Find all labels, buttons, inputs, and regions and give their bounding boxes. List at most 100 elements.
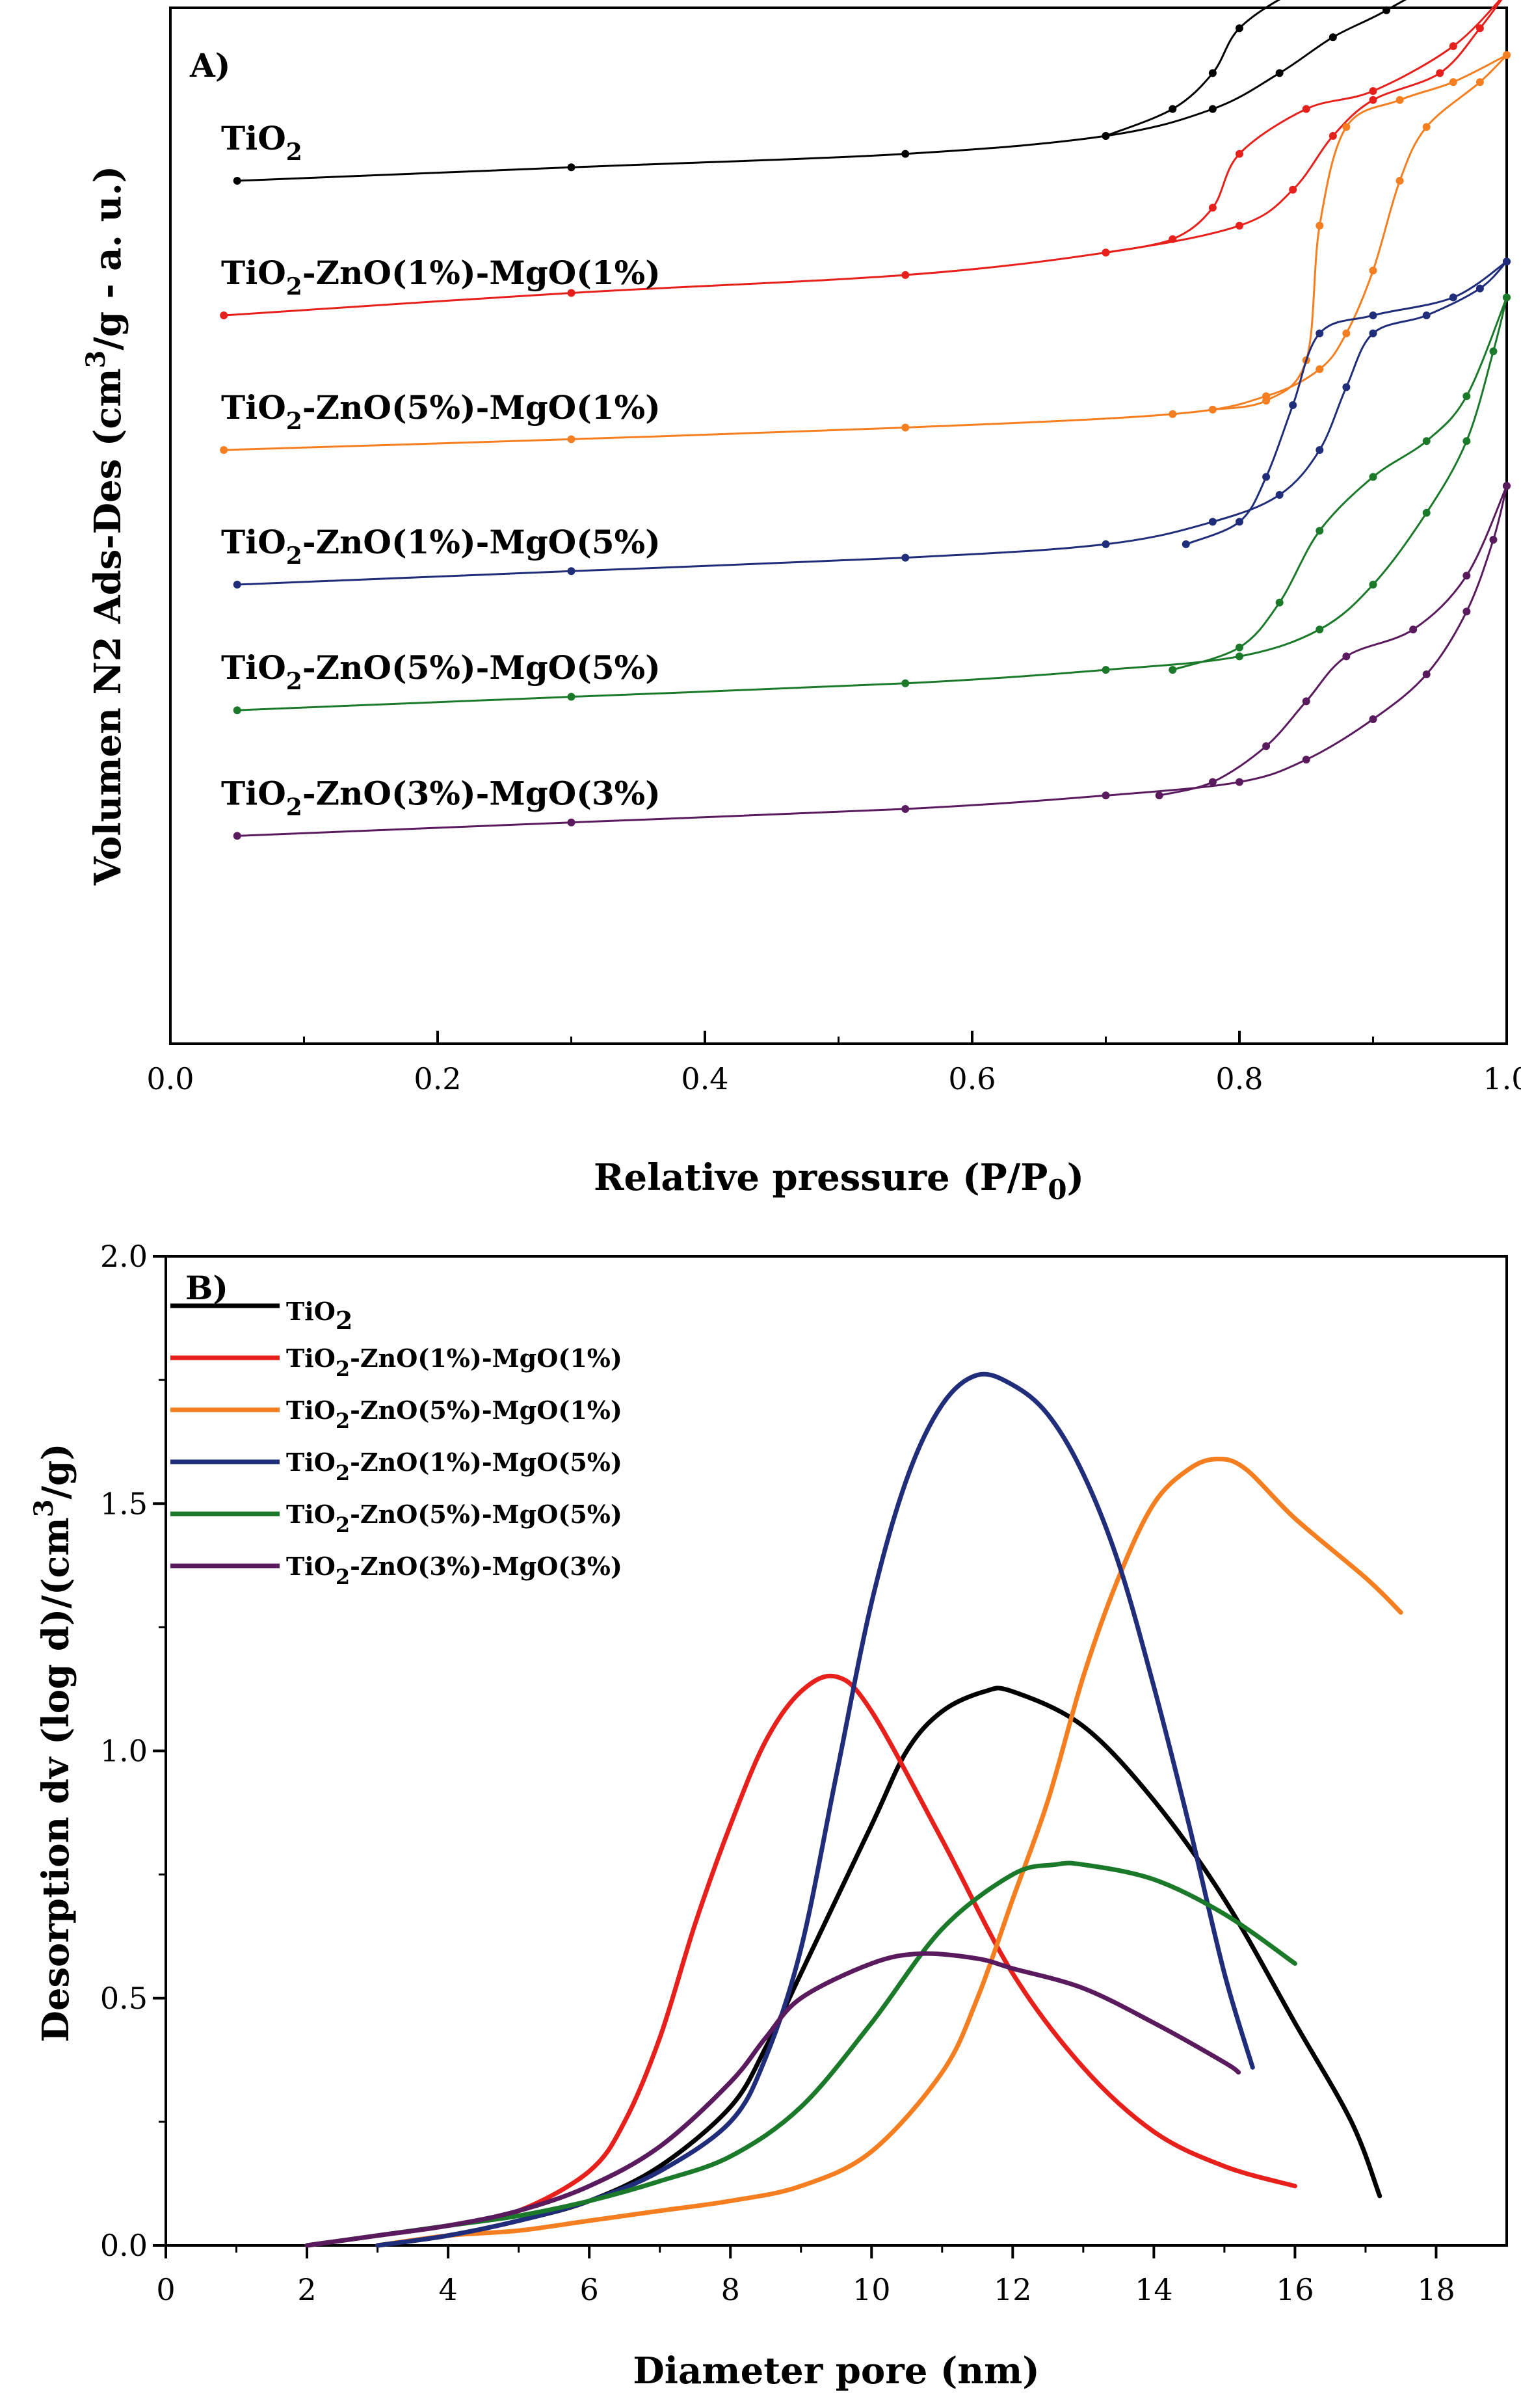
data-point [901,423,910,432]
isotherm-tio2-zno-1-mgo-1 [220,0,1503,319]
data-point [567,289,575,297]
data-point [220,446,228,454]
data-point [1236,222,1243,230]
data-point [1102,540,1110,548]
data-point [1369,329,1377,337]
x-tick-label: 16 [1276,2272,1314,2307]
data-point [1302,105,1310,113]
data-point [1449,293,1457,302]
data-point [1436,69,1444,77]
x-tick-label: 0.6 [948,1061,996,1096]
x-tick-label: 8 [721,2272,740,2307]
data-point [1316,626,1324,633]
data-point [1342,329,1351,337]
data-point [567,818,575,827]
x-tick-label: 0 [156,2272,175,2307]
isotherm-tio2 [233,0,1407,185]
data-point [1395,96,1404,104]
x-tick-label: 14 [1135,2272,1173,2307]
panel-b-ticks: 0 2 4 6 8 10 12 14 16 18 0.0 0.5 1.0 1.5 2.0 [100,1239,1455,2307]
x-tick-label: 10 [853,2272,891,2307]
data-point [1302,756,1310,764]
data-point [1422,509,1431,517]
data-point [1316,446,1324,454]
data-point [901,805,910,813]
data-point [1208,518,1217,526]
panel-a-curves [220,0,1511,840]
data-point [1449,42,1457,50]
isotherm-tio2-zno-5-mgo-5 [233,293,1511,715]
data-point [1462,437,1471,445]
data-point [1475,24,1484,33]
data-point [1369,715,1377,723]
data-point [1316,329,1324,337]
isotherm-tio2-zno-3-mgo-3 [233,482,1511,840]
data-point [1275,491,1284,499]
x-tick-label: 0.0 [146,1061,194,1096]
data-point [1369,96,1377,104]
data-point [1369,581,1377,589]
x-tick-label: 12 [994,2272,1032,2307]
data-point [1475,78,1484,86]
panel-b-y-axis-title: Desorption dv (log d)/(cm3/g) [29,1443,77,2042]
data-point [1462,572,1471,580]
data-point [1489,536,1498,544]
isotherm-tio2-zno-1-mgo-5 [233,258,1511,589]
data-point [567,693,575,701]
data-point [1503,482,1511,490]
desorption-branch [1185,260,1507,546]
data-point [1236,643,1243,652]
panel-b-label: B) [185,1269,228,1307]
data-point [1208,204,1217,212]
data-point [1302,697,1310,706]
data-point [1503,293,1511,302]
data-point [233,832,241,840]
panel-a-y-axis-title: Volumen N2 Ads-Des (cm3/g - a. u.) [81,166,129,886]
panel-a: A) 0.0 0.2 0.4 0.6 0.8 1.0 TiO2TiO2-ZnO(1%)-M… [81,0,1521,1206]
data-point [901,679,910,687]
psd-curve-tio2-zno-5-mgo-5 [304,1860,1297,2248]
desorption-branch [1212,54,1507,411]
data-point [1409,626,1418,633]
data-point [1342,652,1351,661]
panel-b-curves [304,1371,1403,2248]
data-point [567,435,575,443]
y-tick-label: 0.0 [100,2228,148,2263]
data-point [1449,78,1457,86]
data-point [1503,51,1511,59]
adsorption-branch [237,0,1407,182]
data-point [1316,222,1324,230]
data-point [1342,383,1351,391]
data-point [1369,311,1377,319]
desorption-branch [1105,0,1281,137]
data-point [1262,742,1271,750]
data-point [1262,473,1271,481]
data-point [901,553,910,562]
data-point [901,150,910,158]
isotherm-tio2-zno-5-mgo-1 [220,51,1511,454]
data-point [1289,185,1297,194]
data-point [1422,670,1431,678]
x-tick-label: 1.0 [1483,1061,1521,1096]
data-point [1369,87,1377,95]
data-point [1342,123,1351,131]
data-point [567,163,575,172]
data-point [901,271,910,279]
data-point [567,567,575,576]
data-point [1102,666,1110,674]
data-point [233,177,241,185]
data-point [1155,791,1163,800]
data-point [1236,652,1243,661]
data-point [1316,527,1324,535]
panel-a-x-axis-title: Relative pressure (P/P0) [594,1156,1084,1206]
y-tick-label: 0.5 [100,1981,148,2016]
data-point [1369,267,1377,274]
data-point [1475,284,1484,293]
data-point [1102,791,1110,800]
x-tick-label: 4 [438,2272,457,2307]
data-point [1262,397,1271,405]
data-point [1169,105,1177,113]
data-point [1236,778,1243,786]
psd-curve-tio2-zno-3-mgo-3 [304,1951,1241,2248]
